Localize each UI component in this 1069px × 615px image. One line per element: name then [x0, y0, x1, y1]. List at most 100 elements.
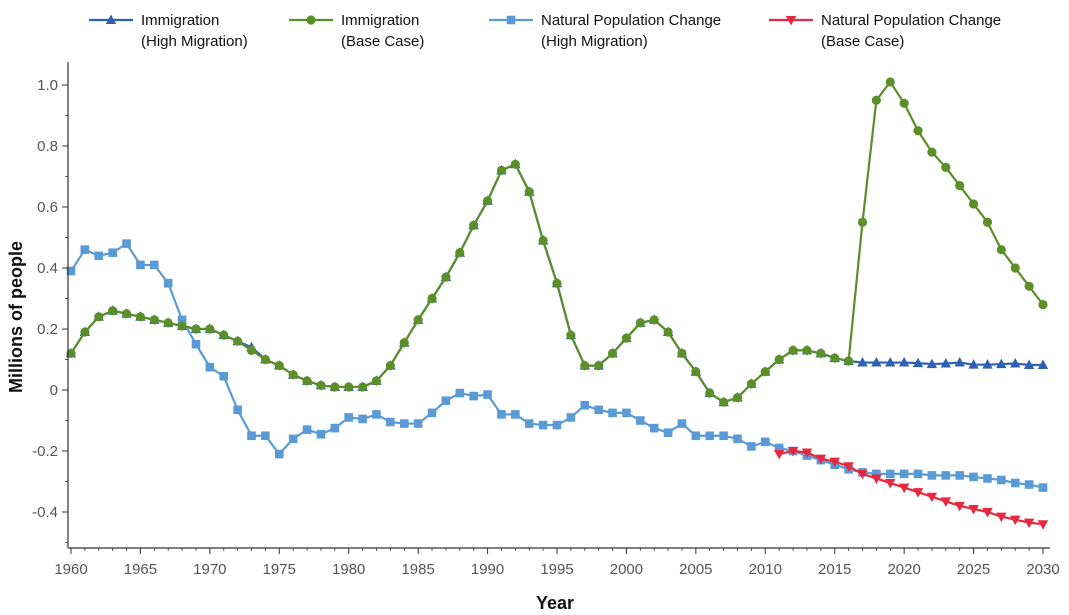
- data-point: [649, 423, 659, 433]
- y-tick-label: 1.0: [37, 77, 58, 94]
- data-point: [247, 431, 256, 441]
- data-point: [94, 251, 104, 261]
- series-3: [773, 447, 1049, 530]
- data-point: [912, 488, 924, 498]
- data-point: [719, 431, 728, 441]
- y-tick-label: 0.4: [37, 260, 58, 277]
- data-point: [857, 217, 868, 227]
- x-axis-title: Year: [536, 593, 574, 613]
- x-tick-label: 2000: [610, 561, 643, 578]
- legend-item-1: Immigration (Base Case): [289, 12, 424, 50]
- y-tick-label: 0: [50, 382, 58, 399]
- data-point: [1038, 300, 1048, 310]
- data-point: [524, 187, 534, 197]
- data-point: [899, 469, 909, 479]
- legend-label: (Base Case): [341, 33, 424, 50]
- legend-item-2: Natural Population Change (High Migration…: [489, 12, 721, 50]
- data-point: [677, 419, 687, 428]
- data-point: [288, 434, 298, 444]
- data-point: [941, 471, 951, 480]
- data-point: [1010, 478, 1020, 488]
- data-point: [774, 354, 784, 365]
- data-point: [191, 339, 201, 349]
- data-point: [497, 410, 506, 419]
- data-point: [149, 315, 159, 325]
- data-point: [760, 367, 770, 377]
- data-point: [608, 408, 617, 418]
- data-point: [1037, 359, 1049, 369]
- data-point: [996, 358, 1007, 369]
- data-point: [288, 370, 298, 380]
- data-point: [926, 358, 938, 369]
- legend-item-3: Natural Population Change (Base Case): [769, 12, 1001, 50]
- axes: Millions of people Year 1960 1965 1970 1975…: [6, 62, 1060, 613]
- data-point: [1010, 515, 1021, 526]
- data-point: [455, 248, 465, 258]
- data-point: [594, 405, 603, 415]
- data-point: [330, 382, 340, 392]
- data-point: [705, 431, 715, 441]
- data-point: [802, 345, 812, 355]
- legend-marker: [785, 16, 797, 26]
- data-point: [857, 469, 868, 480]
- x-tick-label: 1960: [54, 561, 87, 578]
- data-point: [274, 449, 284, 459]
- x-tick-label: 2005: [679, 561, 712, 578]
- data-point: [538, 420, 548, 430]
- data-point: [872, 469, 881, 479]
- data-point: [469, 220, 479, 230]
- data-point: [135, 312, 146, 322]
- data-point: [885, 479, 896, 489]
- legend-label: (Base Case): [821, 33, 904, 50]
- data-point: [871, 357, 882, 367]
- y-tick-label: -0.4: [32, 504, 58, 521]
- data-point: [399, 419, 409, 428]
- data-point: [483, 390, 492, 399]
- y-tick-label: 0.2: [37, 321, 58, 338]
- data-point: [511, 410, 520, 419]
- data-point: [66, 348, 76, 358]
- series-1: [66, 77, 1048, 407]
- data-point: [94, 312, 104, 322]
- legend-label: Natural Population Change: [541, 12, 721, 29]
- data-point: [941, 162, 951, 172]
- data-point: [871, 95, 881, 105]
- data-point: [898, 357, 910, 367]
- x-tick-label: 1985: [401, 561, 434, 578]
- data-point: [635, 318, 645, 328]
- data-point: [968, 359, 979, 369]
- data-point: [968, 504, 979, 515]
- data-point: [663, 428, 673, 437]
- data-point: [108, 248, 117, 258]
- data-point: [302, 376, 312, 386]
- x-tick-label: 2020: [887, 561, 920, 578]
- y-tick-label: 0.6: [37, 199, 58, 216]
- data-point: [358, 414, 367, 424]
- y-axis-title: Millions of people: [6, 241, 26, 393]
- data-point: [1038, 483, 1048, 492]
- x-tick-label: 1980: [332, 561, 365, 578]
- data-point: [733, 434, 742, 444]
- data-point: [636, 416, 645, 425]
- data-point: [594, 361, 604, 371]
- data-point: [413, 315, 423, 325]
- legend-label: (High Migration): [141, 33, 248, 50]
- data-point: [691, 431, 701, 441]
- legend-marker: [105, 14, 117, 24]
- data-point: [455, 388, 465, 398]
- data-point: [801, 448, 813, 459]
- data-point: [898, 483, 910, 494]
- data-point: [552, 278, 562, 288]
- data-point: [552, 420, 562, 430]
- data-point: [386, 417, 395, 427]
- x-tick-label: 2030: [1026, 561, 1059, 578]
- data-point: [1010, 263, 1020, 273]
- data-point: [372, 410, 381, 419]
- x-tick-label: 1970: [193, 561, 226, 578]
- data-point: [927, 147, 937, 157]
- data-point: [913, 126, 923, 136]
- data-point: [441, 272, 451, 282]
- y-tick-label: -0.2: [32, 443, 58, 460]
- data-point: [219, 330, 229, 340]
